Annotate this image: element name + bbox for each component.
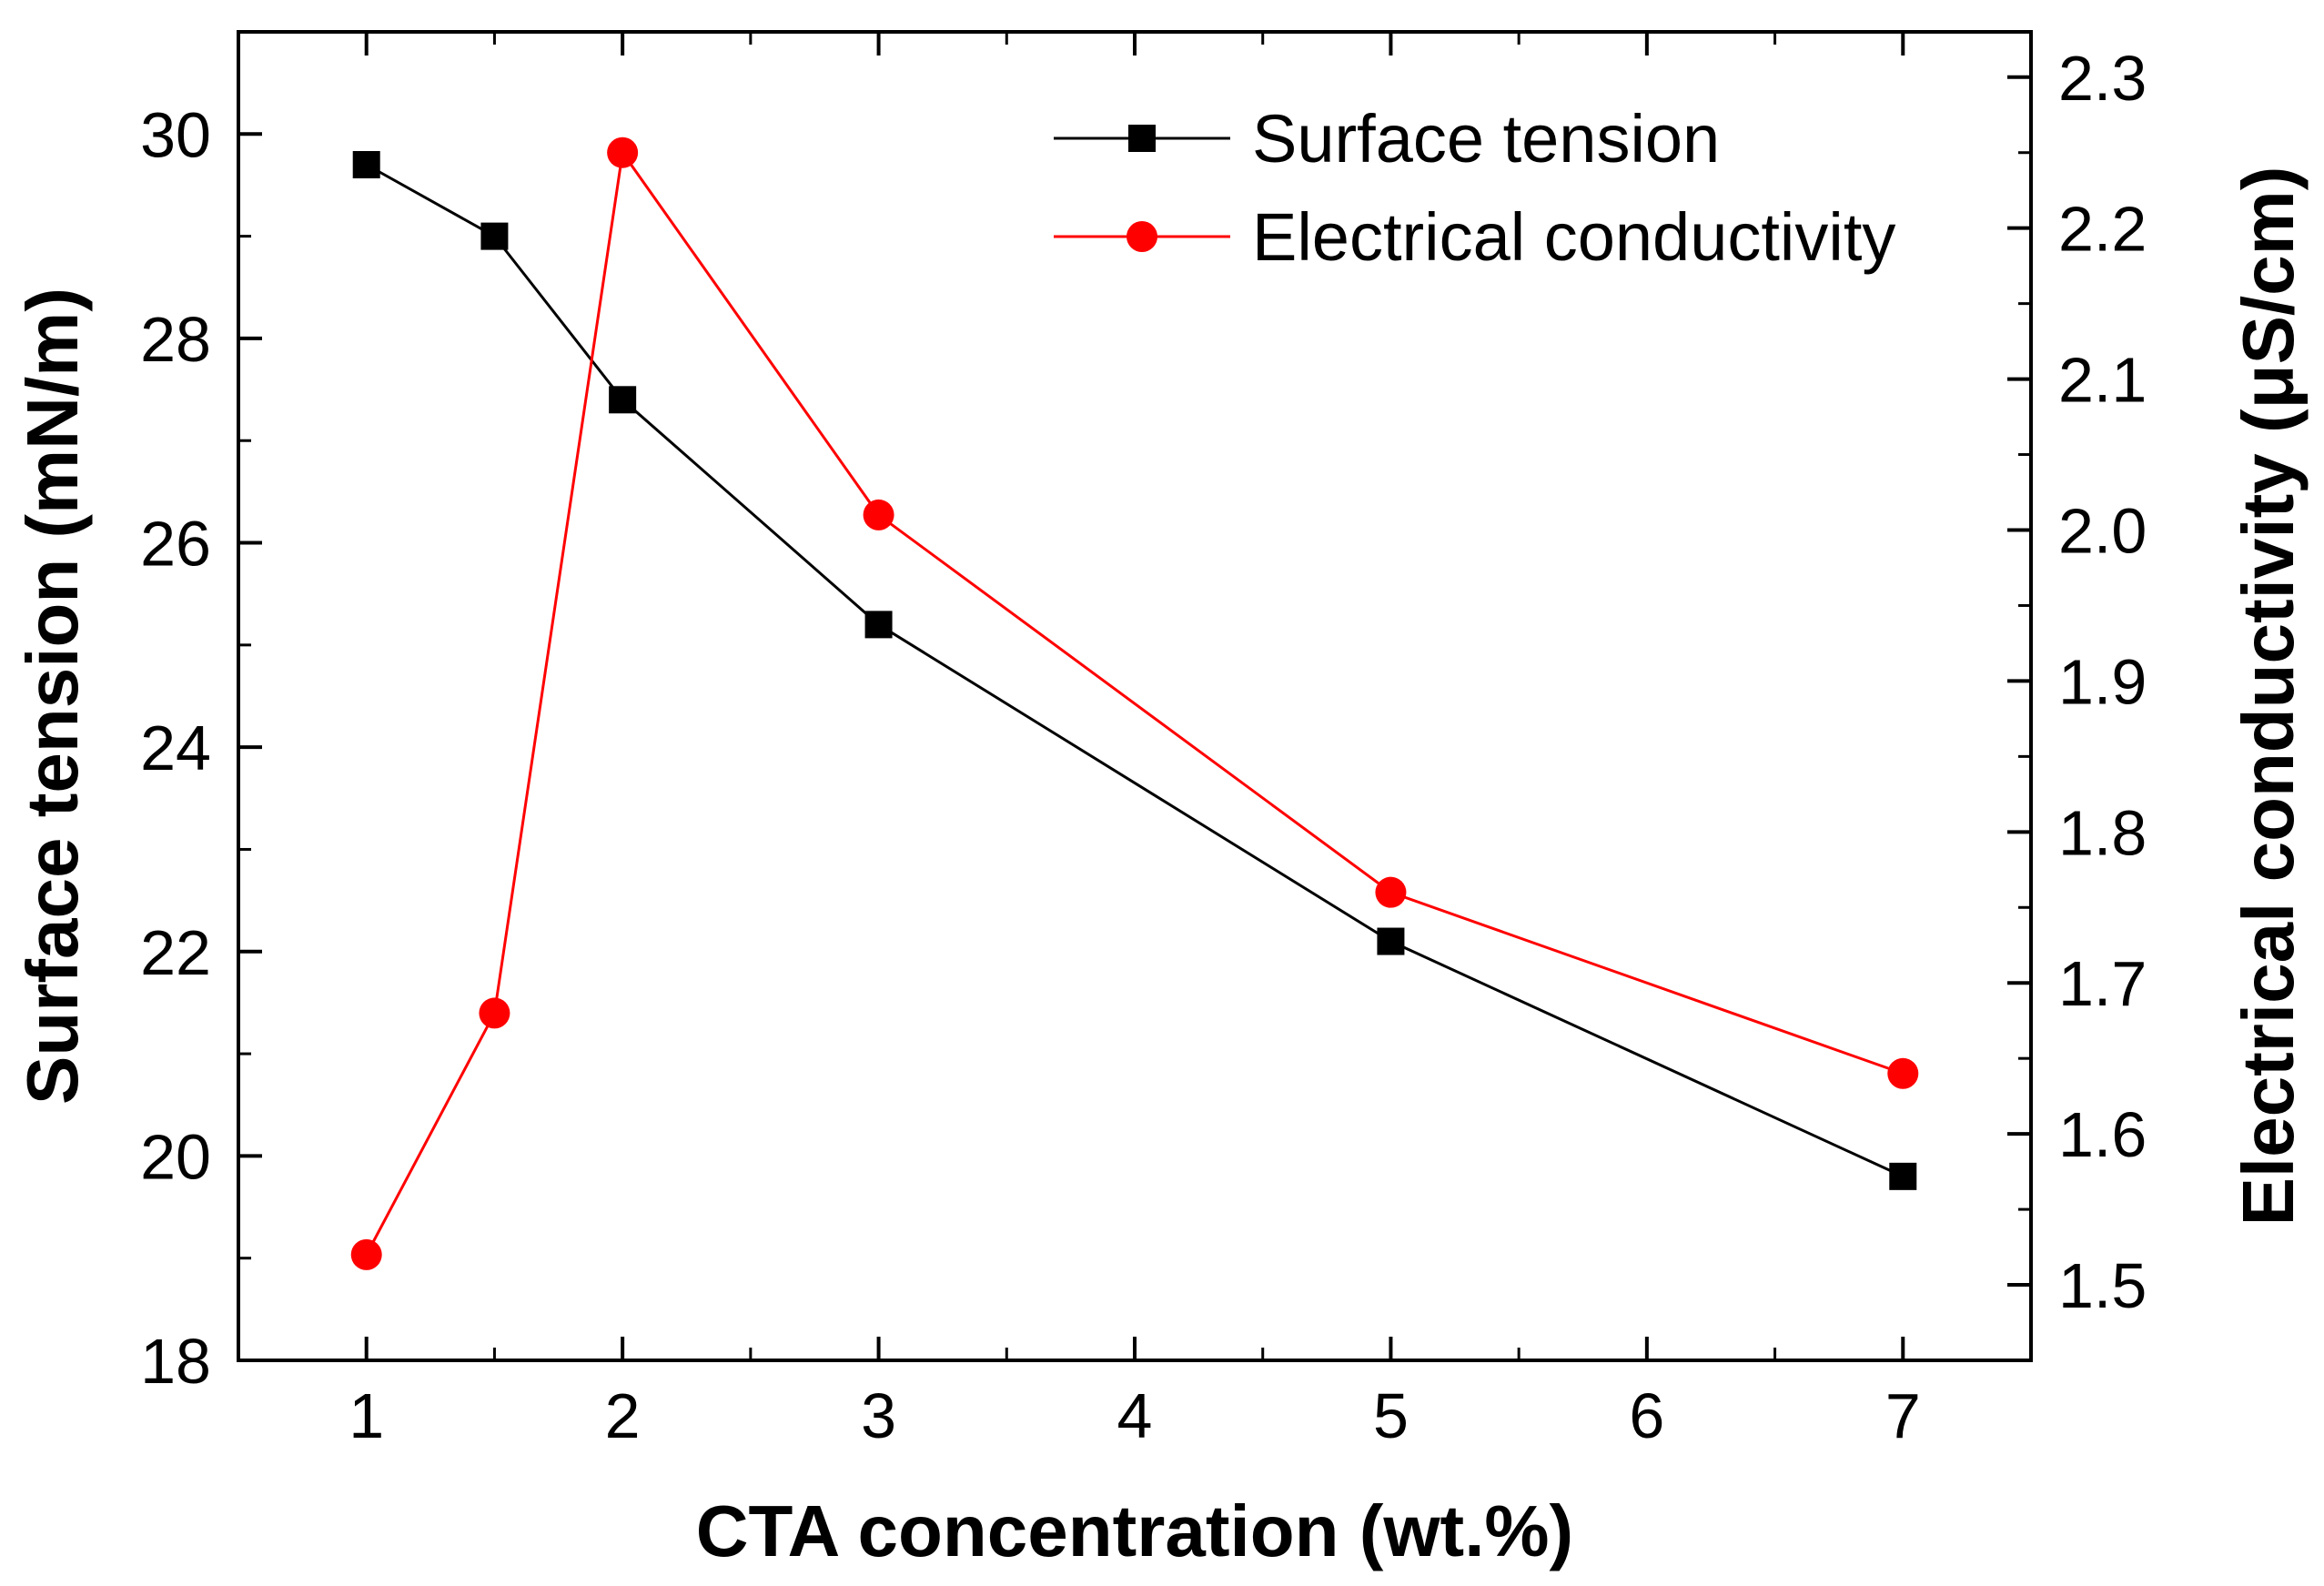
y-right-tick-label: 1.9 bbox=[2058, 646, 2147, 717]
y-right-tick-label: 2.3 bbox=[2058, 43, 2147, 114]
y-right-tick-label: 1.8 bbox=[2058, 797, 2147, 868]
y-right-tick-label: 2.0 bbox=[2058, 496, 2147, 567]
y-right-tick-label: 1.6 bbox=[2058, 1099, 2147, 1170]
x-tick-label: 3 bbox=[861, 1380, 896, 1451]
y-left-tick-label: 22 bbox=[140, 917, 211, 988]
x-tick-label: 7 bbox=[1885, 1380, 1921, 1451]
x-axis-title: CTA concentration (wt.%) bbox=[696, 1490, 1573, 1571]
electrical-conductivity-point bbox=[350, 1238, 382, 1270]
surface-tension-line bbox=[365, 163, 1904, 1178]
electrical-conductivity-point bbox=[863, 499, 894, 530]
y-left-tick-label: 26 bbox=[140, 509, 211, 580]
x-tick-label: 4 bbox=[1117, 1380, 1153, 1451]
surface-tension-point bbox=[1889, 1162, 1917, 1190]
electrical-conductivity-line bbox=[365, 148, 1904, 1256]
legend-electrical-conductivity-marker bbox=[1127, 221, 1157, 252]
y-left-tick-label: 24 bbox=[140, 712, 211, 783]
y-right-tick-label: 2.2 bbox=[2058, 194, 2147, 265]
y-left-tick-label: 20 bbox=[140, 1121, 211, 1192]
y-left-axis-title: Surface tension (mN/m) bbox=[12, 288, 93, 1105]
x-tick-label: 6 bbox=[1629, 1380, 1664, 1451]
electrical-conductivity-point bbox=[607, 136, 639, 168]
surface-tension-point bbox=[1377, 927, 1405, 955]
surface-tension-point bbox=[480, 222, 509, 250]
x-tick-label: 2 bbox=[605, 1380, 641, 1451]
y-left-tick-label: 18 bbox=[140, 1326, 211, 1397]
x-tick-label: 5 bbox=[1373, 1380, 1409, 1451]
y-left-tick-label: 28 bbox=[140, 304, 211, 375]
electrical-conductivity-point bbox=[1887, 1057, 1919, 1089]
legend-surface-tension-label: Surface tension bbox=[1252, 101, 1720, 177]
y-right-axis-title: Electrical conductivity (μS/cm) bbox=[2228, 167, 2309, 1227]
y-right-tick-label: 2.1 bbox=[2058, 345, 2147, 416]
surface-tension-point bbox=[352, 151, 380, 178]
x-tick-label: 1 bbox=[349, 1380, 384, 1451]
surface-tension-point bbox=[864, 611, 893, 639]
electrical-conductivity-point bbox=[479, 997, 510, 1029]
legend-surface-tension-marker bbox=[1128, 125, 1156, 152]
y-left-tick-label: 30 bbox=[140, 99, 211, 170]
surface-tension-point bbox=[609, 386, 637, 414]
legend-electrical-conductivity-label: Electrical conductivity bbox=[1252, 199, 1895, 275]
electrical-conductivity-point bbox=[1375, 876, 1407, 908]
y-right-tick-label: 1.7 bbox=[2058, 948, 2147, 1019]
legend: Surface tension Electrical conductivity bbox=[1054, 101, 1895, 275]
y-right-tick-label: 1.5 bbox=[2058, 1250, 2147, 1321]
